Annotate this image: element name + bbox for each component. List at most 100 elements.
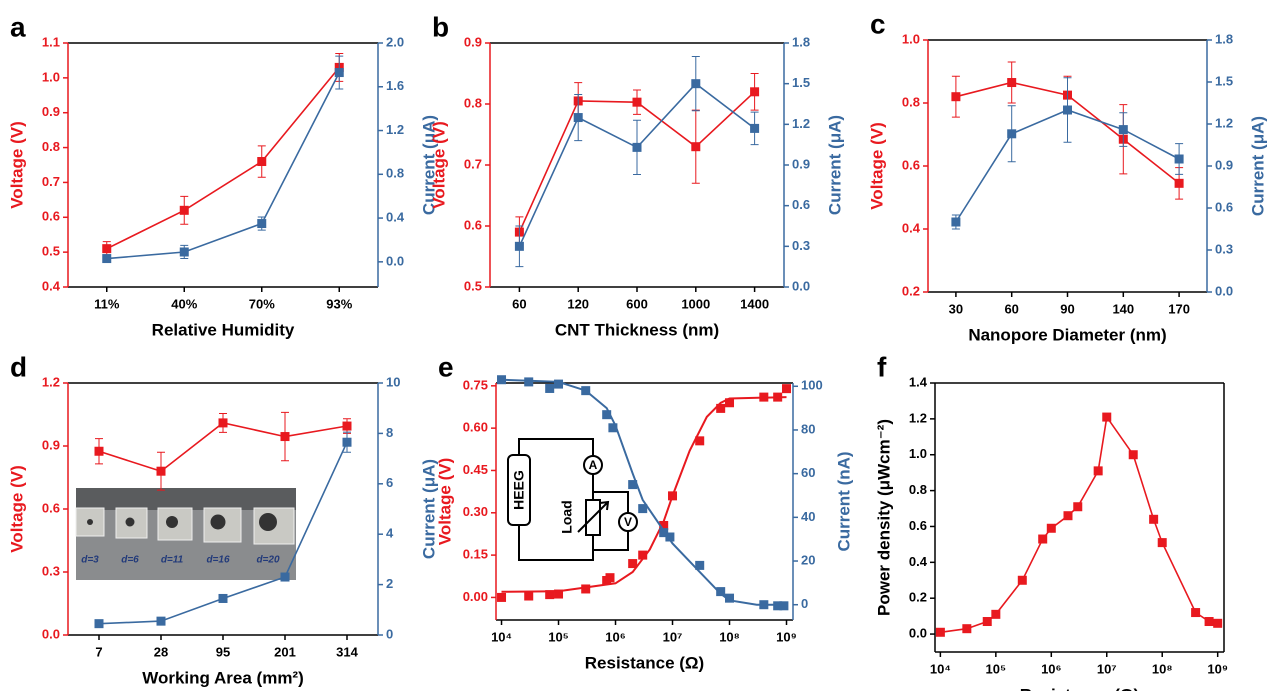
inset-label: d=11: [161, 555, 184, 566]
x-tick-label: 10⁵: [986, 661, 1007, 676]
data-point: [632, 142, 642, 152]
x-tick-label: 10⁴: [930, 661, 951, 676]
y-axis-label: Power density (μWcm⁻²): [874, 419, 893, 616]
y2-tick-label: 1.5: [792, 75, 810, 90]
y2-tick-label: 0: [386, 626, 393, 641]
data-point: [1174, 178, 1184, 188]
data-point: [695, 436, 705, 446]
device-hole: [125, 517, 135, 527]
y2-tick-label: 0.0: [792, 278, 810, 293]
x-tick-label: 10⁶: [605, 629, 625, 644]
y-tick-label: 0.8: [902, 94, 920, 109]
data-point: [524, 591, 534, 601]
y-tick-label: 1.0: [42, 69, 60, 84]
y2-tick-label: 2: [386, 576, 393, 591]
y-tick-label: 0.9: [42, 104, 60, 119]
y-tick-label: 0.8: [909, 482, 927, 497]
data-point: [725, 398, 735, 408]
y-tick-label: 0.60: [463, 420, 488, 435]
y-tick-label: 0.0: [42, 626, 60, 641]
device-hole: [210, 514, 226, 530]
y-tick-label: 0.9: [464, 34, 482, 49]
y2-tick-label: 8: [386, 425, 393, 440]
y-tick-label: 1.4: [909, 374, 928, 389]
panel-letter: b: [432, 11, 449, 42]
y-tick-label: 0.7: [42, 174, 60, 189]
data-point: [1174, 154, 1184, 164]
x-tick-label: 70%: [249, 296, 275, 311]
x-tick-label: 40%: [171, 296, 197, 311]
data-point: [1073, 502, 1083, 512]
y-tick-label: 1.1: [42, 34, 60, 49]
inset-photo-strip: [76, 488, 296, 510]
y2-tick-label: 0.9: [792, 156, 810, 171]
y2-tick-label: 1.5: [1215, 73, 1233, 88]
data-point: [218, 418, 228, 428]
y-tick-label: 0.0: [909, 626, 927, 641]
data-point: [1204, 617, 1214, 627]
data-point: [545, 590, 555, 600]
data-point: [628, 480, 638, 490]
data-point: [280, 432, 290, 442]
y-tick-label: 0.2: [909, 590, 927, 605]
data-point: [1128, 450, 1138, 460]
y2-tick-label: 0.9: [1215, 157, 1233, 172]
y-tick-label: 0.45: [463, 462, 488, 477]
y2-tick-label: 1.2: [1215, 115, 1233, 130]
data-point: [1191, 608, 1201, 618]
device-hole: [166, 516, 178, 528]
data-point: [691, 142, 701, 152]
x-tick-label: 120: [567, 296, 589, 311]
data-point: [1063, 105, 1072, 115]
data-point: [545, 383, 555, 393]
series-line: [106, 72, 341, 260]
data-point: [102, 254, 112, 264]
data-point: [179, 247, 189, 257]
x-tick-label: 60: [512, 296, 526, 311]
y-tick-label: 0.4: [902, 220, 921, 235]
device-hole: [259, 513, 277, 531]
y2-tick-label: 0.0: [1215, 283, 1233, 298]
x-tick-label: 140: [1112, 301, 1134, 316]
y-tick-label: 0.75: [463, 377, 488, 392]
data-point: [638, 550, 648, 560]
y-tick-label: 1.0: [909, 446, 927, 461]
heeg-box: [507, 454, 531, 526]
x-tick-label: 10⁸: [1152, 661, 1173, 676]
data-point: [1157, 538, 1167, 548]
x-tick-label: 10⁷: [663, 629, 683, 644]
x-tick-label: 90: [1060, 301, 1074, 316]
data-point: [94, 619, 104, 629]
y2-tick-label: 60: [801, 465, 815, 480]
data-point: [991, 609, 1001, 619]
data-point: [782, 384, 792, 394]
y-tick-label: 0.4: [42, 278, 61, 293]
data-point: [628, 559, 638, 569]
data-point: [342, 437, 352, 447]
x-tick-label: 10⁷: [1097, 661, 1117, 676]
x-tick-label: 1400: [740, 296, 769, 311]
data-point: [725, 593, 735, 603]
y-tick-label: 0.6: [42, 209, 60, 224]
x-axis-label: Resistance (Ω): [1020, 685, 1139, 691]
y2-tick-label: 10: [386, 374, 400, 389]
data-point: [691, 79, 701, 89]
x-axis-label: Nanopore Diameter (nm): [968, 325, 1166, 344]
y-tick-label: 0.9: [42, 437, 60, 452]
data-point: [750, 123, 760, 133]
data-point: [638, 504, 648, 514]
y-axis-label: Voltage (V): [429, 121, 448, 209]
data-point: [156, 466, 166, 476]
y-axis-label: Voltage (V): [7, 121, 26, 209]
data-point: [602, 410, 612, 420]
y2-axis-label: Current (μA): [419, 115, 438, 215]
y-tick-label: 0.00: [463, 589, 488, 604]
inset-label: d=6: [121, 555, 139, 566]
data-point: [581, 584, 591, 594]
x-tick-label: 93%: [326, 296, 352, 311]
y2-tick-label: 0.3: [792, 238, 810, 253]
data-point: [179, 205, 189, 215]
y-tick-label: 0.8: [464, 95, 482, 110]
x-axis-label: Resistance (Ω): [585, 653, 704, 672]
